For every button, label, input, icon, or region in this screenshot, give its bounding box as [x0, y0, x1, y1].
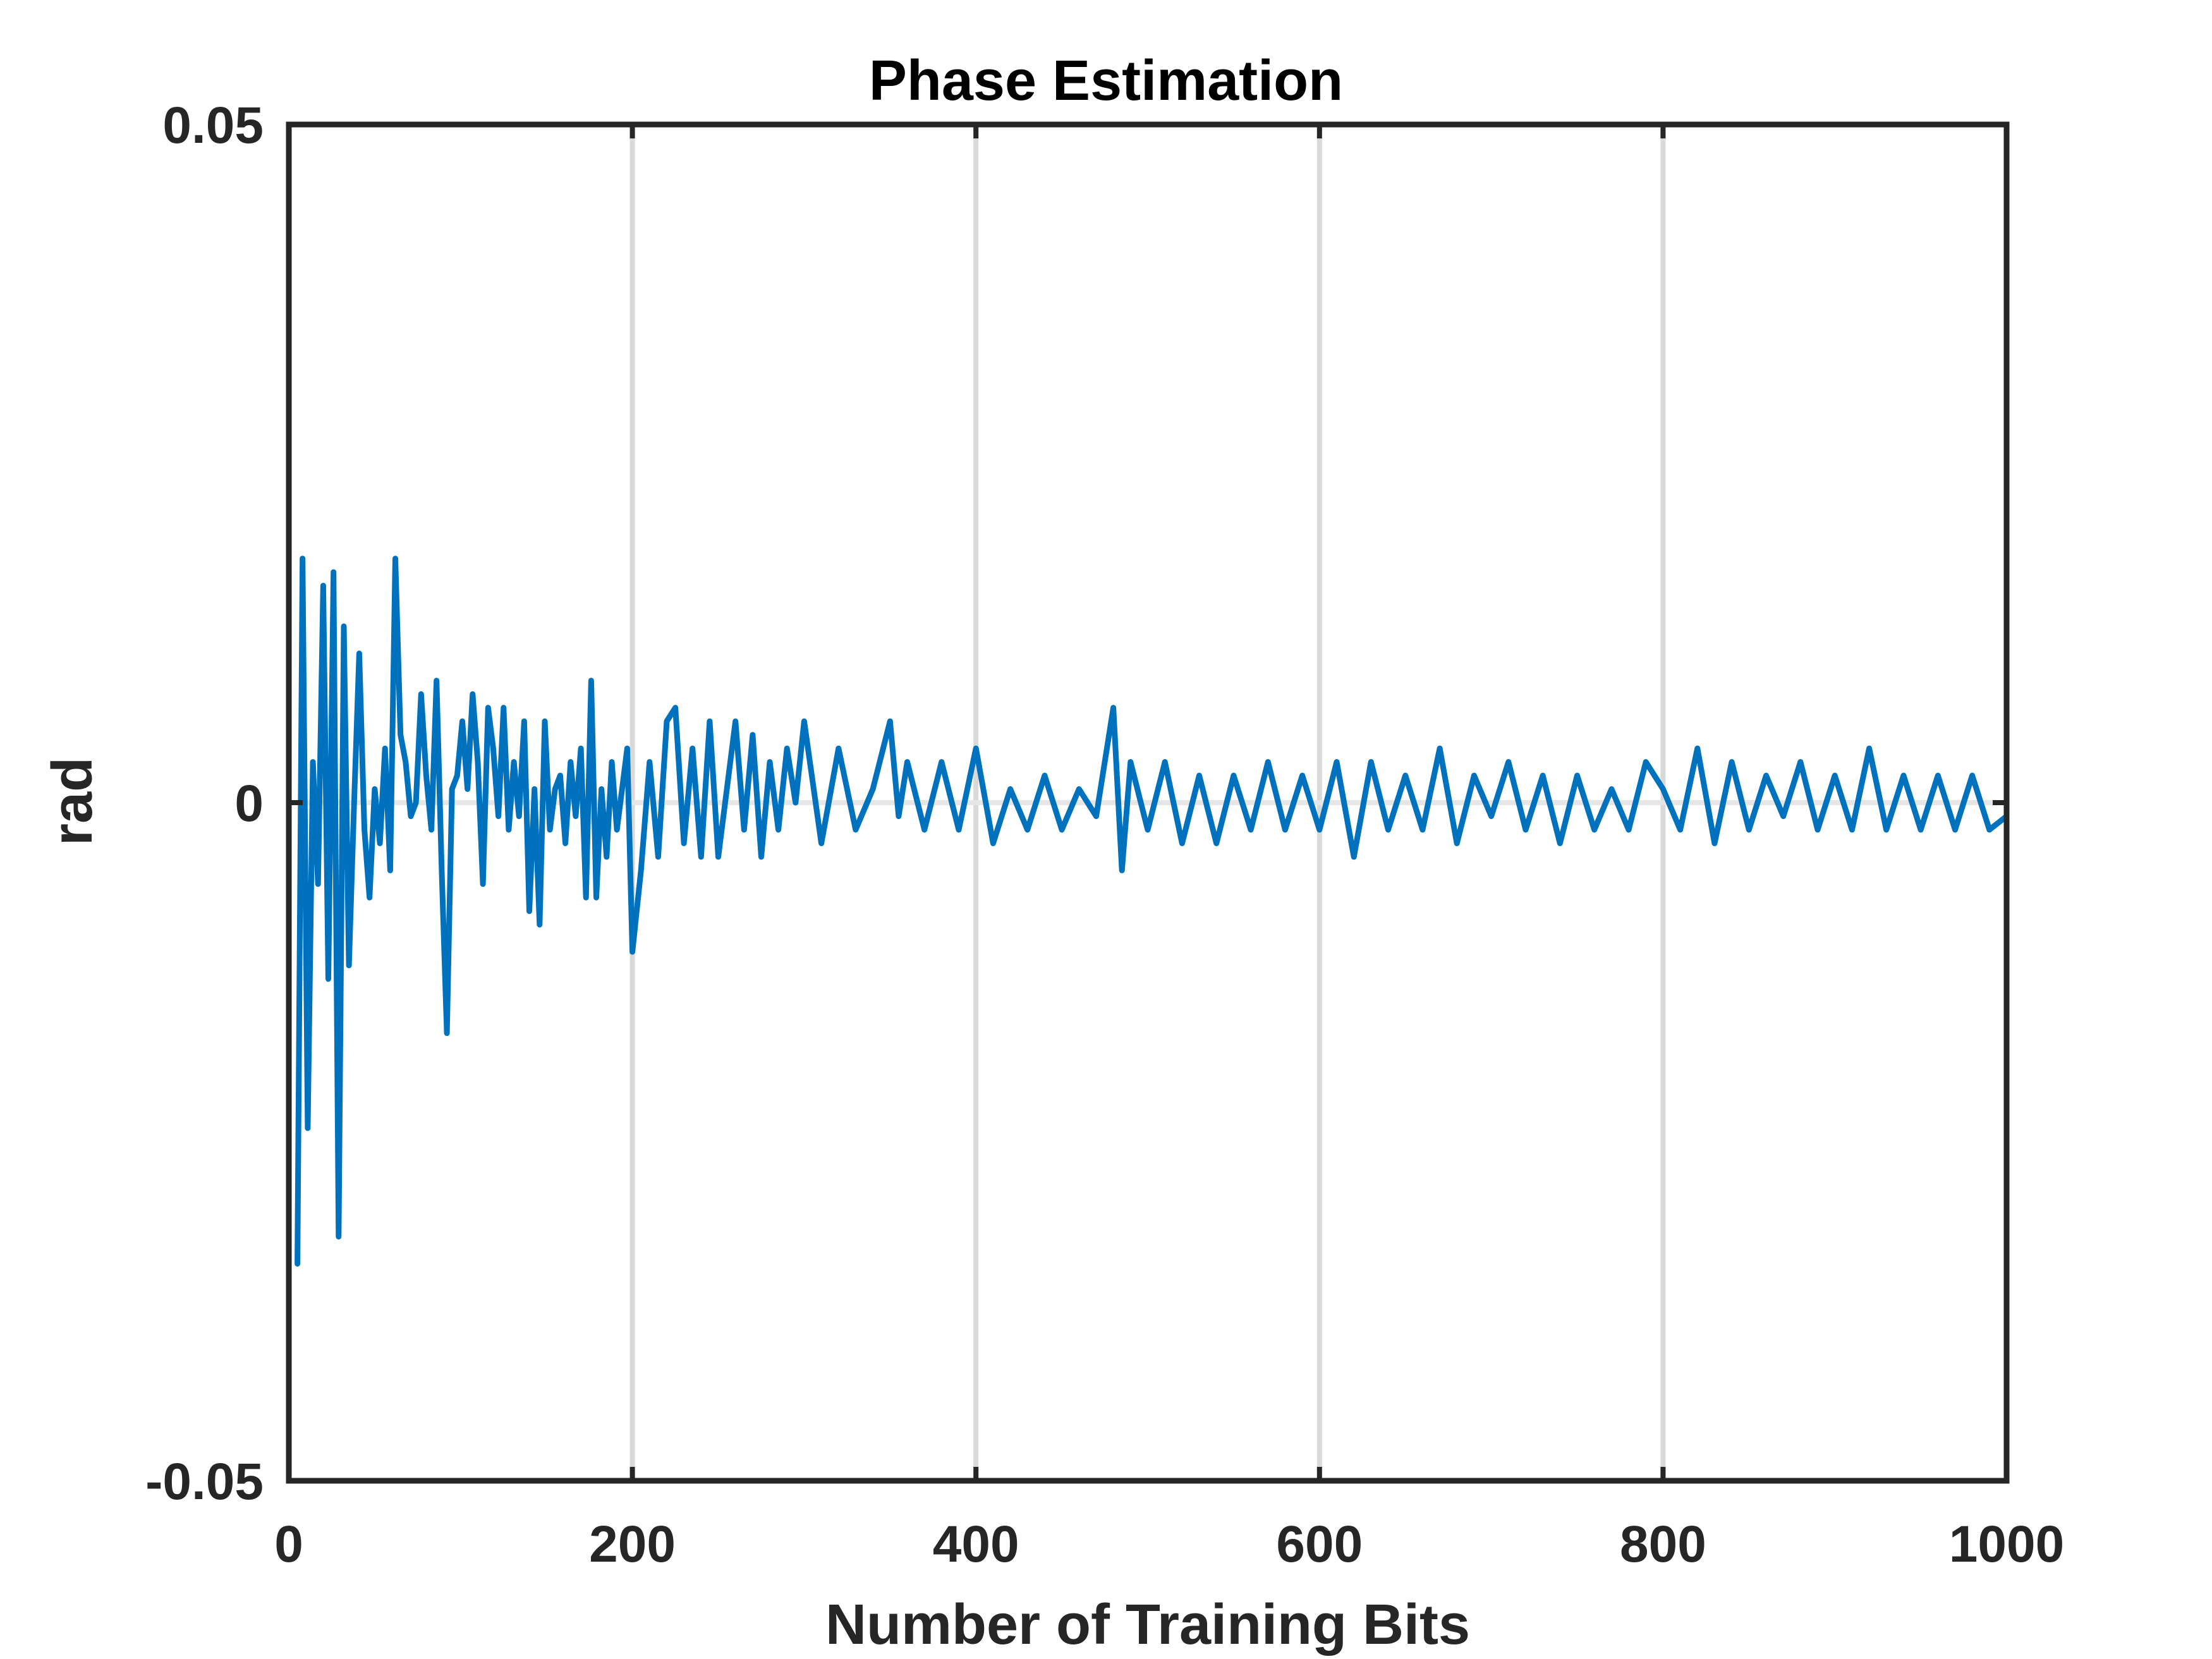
x-ticks: 0 200 400 600 800 1000 — [274, 125, 2064, 1573]
x-axis-label: Number of Training Bits — [825, 1593, 1470, 1656]
y-ticks: -0.05 0 0.05 — [145, 97, 2007, 1510]
y-tick-label: -0.05 — [145, 1453, 264, 1510]
x-tick-label: 600 — [1276, 1516, 1363, 1573]
x-tick-label: 400 — [933, 1516, 1019, 1573]
x-tick-label: 1000 — [1949, 1516, 2064, 1573]
y-tick-label: 0.05 — [162, 97, 264, 154]
x-tick-label: 800 — [1620, 1516, 1706, 1573]
chart-title: Phase Estimation — [869, 49, 1343, 112]
series-layer — [295, 556, 2010, 1267]
y-axis-label: rad — [41, 757, 104, 846]
phase-estimation-line — [295, 556, 2010, 1267]
x-tick-label: 0 — [274, 1516, 303, 1573]
y-tick-label: 0 — [234, 775, 264, 832]
x-tick-label: 200 — [589, 1516, 676, 1573]
